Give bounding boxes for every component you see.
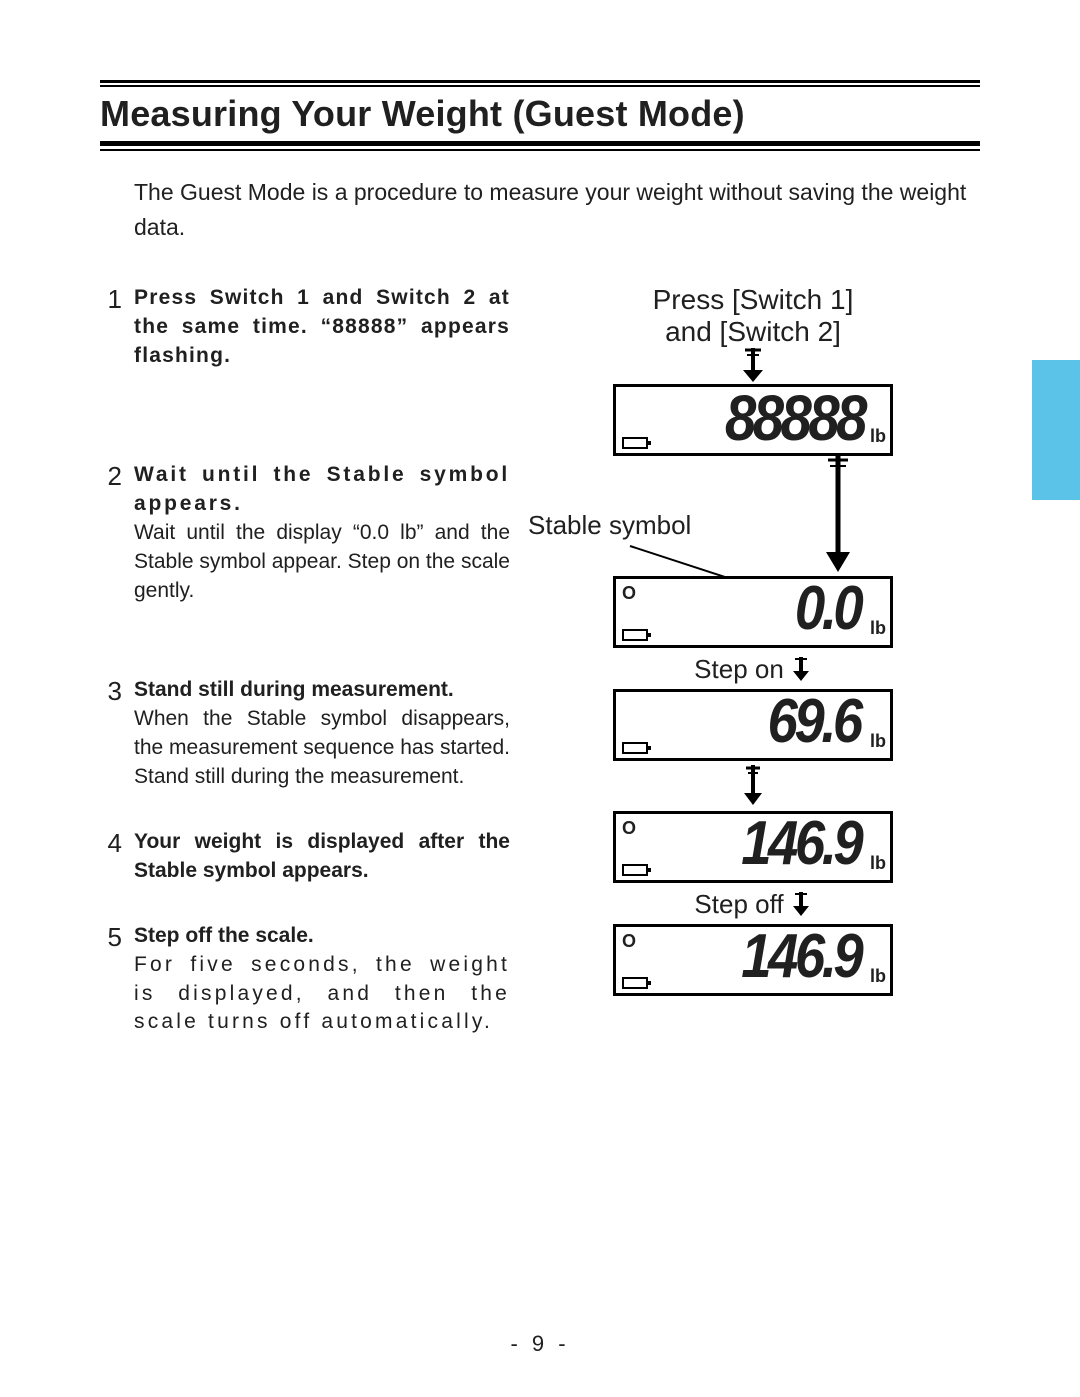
step-head: Press Switch 1 and Switch 2 at the same … (134, 286, 510, 367)
arrow-down-icon (538, 348, 968, 384)
arrow-down-icon (538, 765, 968, 807)
page-title: Measuring Your Weight (Guest Mode) (100, 93, 980, 135)
unit-label: lb (870, 426, 886, 447)
step-head: Your weight is displayed after the Stabl… (134, 830, 510, 882)
step-on-text: Step on (694, 654, 784, 685)
stable-icon: O (622, 818, 636, 839)
step-5: 5 Step off the scale. For five seconds, … (100, 922, 510, 1038)
step-4: 4 Your weight is displayed after the Sta… (100, 828, 510, 886)
lcd-digits: 0.0 (795, 573, 860, 644)
step-number: 3 (100, 676, 122, 792)
diagram-title-line2: and [Switch 2] (665, 316, 841, 347)
step-1: 1 Press Switch 1 and Switch 2 at the sam… (100, 284, 510, 371)
step-head: Wait until the Stable symbol appears. (134, 463, 510, 515)
lcd-digits: 146.9 (741, 808, 860, 879)
step-number: 5 (100, 922, 122, 1038)
battery-icon (622, 864, 648, 876)
steps-column: 1 Press Switch 1 and Switch 2 at the sam… (100, 284, 510, 1077)
diagram-title-line1: Press [Switch 1] (653, 284, 854, 315)
unit-label: lb (870, 731, 886, 752)
lcd-screen-5: O 146.9 lb (613, 924, 893, 996)
page-number: - 9 - (0, 1331, 1080, 1357)
diagram-title: Press [Switch 1] and [Switch 2] (538, 284, 968, 348)
unit-label: lb (870, 618, 886, 639)
step-2: 2 Wait until the Stable symbol appears. … (100, 461, 510, 606)
step-number: 1 (100, 284, 122, 371)
step-body: Wait until the Stable symbol appears. Wa… (134, 461, 510, 606)
lcd-digits: 69.6 (768, 686, 860, 757)
lcd-screen-1: 88888 lb (613, 384, 893, 456)
step-on-label: Step on (538, 654, 968, 685)
step-3: 3 Stand still during measurement. When t… (100, 676, 510, 792)
step-head: Step off the scale. (134, 924, 314, 947)
unit-label: lb (870, 853, 886, 874)
step-text: Wait until the display “0.0 lb” and the … (134, 521, 510, 602)
columns: 1 Press Switch 1 and Switch 2 at the sam… (100, 284, 980, 1077)
rule (100, 80, 980, 83)
intro-text: The Guest Mode is a procedure to measure… (134, 175, 980, 244)
arrow-down-icon (790, 892, 812, 918)
lcd-digits: 146.9 (741, 921, 860, 992)
step-text: For five seconds, the weight is displaye… (134, 953, 510, 1034)
step-off-text: Step off (694, 889, 783, 920)
manual-page: Measuring Your Weight (Guest Mode) The G… (0, 0, 1080, 1397)
rule (100, 141, 980, 146)
lcd-screen-3: 69.6 lb (613, 689, 893, 761)
arrow-down-icon (790, 657, 812, 683)
lcd-screen-4: O 146.9 lb (613, 811, 893, 883)
battery-icon (622, 742, 648, 754)
battery-icon (622, 437, 648, 449)
unit-label: lb (870, 966, 886, 987)
lcd-screen-2: O 0.0 lb (613, 576, 893, 648)
step-body: Press Switch 1 and Switch 2 at the same … (134, 284, 510, 371)
rule (100, 149, 980, 151)
battery-icon (622, 977, 648, 989)
step-off-label: Step off (538, 889, 968, 920)
step-number: 4 (100, 828, 122, 886)
rule (100, 85, 980, 87)
battery-icon (622, 629, 648, 641)
step-head: Stand still during measurement. (134, 678, 454, 701)
stable-label-wrap: Stable symbol (538, 456, 968, 576)
step-number: 2 (100, 461, 122, 606)
arrow-pointer-icon (538, 456, 968, 576)
step-text: When the Stable symbol disappears, the m… (134, 707, 510, 788)
step-body: Step off the scale. For five seconds, th… (134, 922, 510, 1038)
lcd-digits: 88888 (725, 381, 864, 455)
diagram-column: Press [Switch 1] and [Switch 2] 88888 lb… (538, 284, 968, 1077)
stable-icon: O (622, 931, 636, 952)
step-body: Your weight is displayed after the Stabl… (134, 828, 510, 886)
stable-icon: O (622, 583, 636, 604)
thumb-tab (1032, 360, 1080, 500)
step-body: Stand still during measurement. When the… (134, 676, 510, 792)
